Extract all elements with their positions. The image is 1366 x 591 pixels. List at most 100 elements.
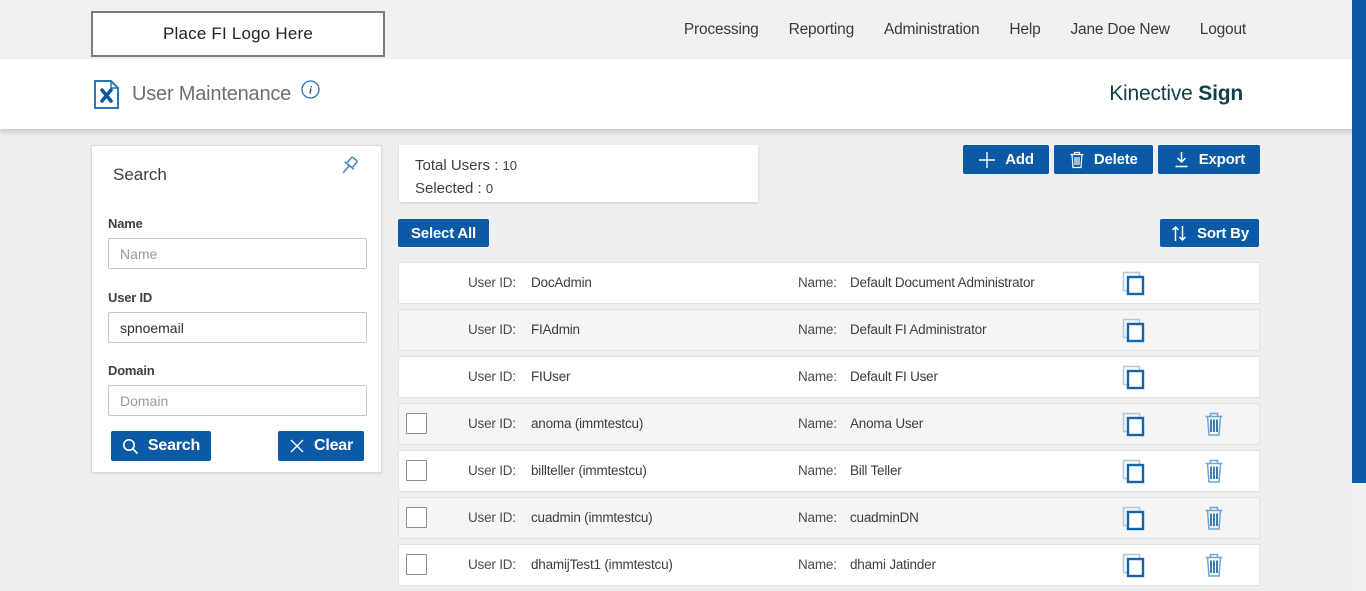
row-user-id-value: FIUser <box>531 369 571 384</box>
nav-item-user-name[interactable]: Jane Doe New <box>1070 20 1170 38</box>
copy-icon <box>1122 553 1145 578</box>
search-panel-title: Search <box>113 165 167 184</box>
user-row: User ID: dhamijTest1 (immtestcu) Name: d… <box>398 544 1260 586</box>
row-user-id-label: User ID: <box>468 510 516 525</box>
fi-logo-placeholder: Place FI Logo Here <box>91 11 385 57</box>
row-user-id-value: cuadmin (immtestcu) <box>531 510 653 525</box>
row-checkbox[interactable] <box>406 507 427 528</box>
row-checkbox[interactable] <box>406 460 427 481</box>
copy-user-button[interactable] <box>1120 364 1146 394</box>
nav-item-reporting[interactable]: Reporting <box>788 20 855 38</box>
row-trash-icon <box>1205 553 1223 577</box>
select-all-button[interactable]: Select All <box>398 219 489 247</box>
delete-user-button[interactable] <box>1203 459 1225 487</box>
brand-logo: Kinective Sign <box>1109 82 1243 106</box>
copy-icon <box>1122 459 1145 484</box>
copy-user-button[interactable] <box>1120 270 1146 300</box>
add-button-label: Add <box>1005 151 1034 168</box>
row-user-id-value: FIAdmin <box>531 322 580 337</box>
export-button-label: Export <box>1198 151 1246 168</box>
clear-button[interactable]: Clear <box>278 431 364 461</box>
search-button[interactable]: Search <box>111 431 211 461</box>
delete-button-label: Delete <box>1093 151 1138 168</box>
search-button-label: Search <box>147 437 201 454</box>
copy-user-button[interactable] <box>1120 505 1146 535</box>
user-row: User ID: billteller (immtestcu) Name: Bi… <box>398 450 1260 492</box>
row-name-label: Name: <box>798 369 837 384</box>
user-row: User ID: DocAdmin Name: Default Document… <box>398 262 1260 304</box>
svg-text:i: i <box>309 84 313 96</box>
row-name-label: Name: <box>798 557 837 572</box>
page-header: User Maintenance i Kinective Sign <box>0 59 1366 129</box>
total-users-value: 10 <box>502 158 517 173</box>
row-name-label: Name: <box>798 463 837 478</box>
row-trash-icon <box>1205 459 1223 483</box>
row-user-id-value: dhamijTest1 (immtestcu) <box>531 557 673 572</box>
fi-logo-text: Place FI Logo Here <box>162 24 314 43</box>
row-user-id-label: User ID: <box>468 416 516 431</box>
row-user-id-label: User ID: <box>468 557 516 572</box>
row-user-id-label: User ID: <box>468 463 516 478</box>
user-id-field-label: User ID <box>108 290 153 305</box>
row-trash-icon <box>1205 506 1223 530</box>
search-panel: Search Name User ID Domain Search Clear <box>91 145 382 473</box>
page-title: User Maintenance <box>132 82 292 105</box>
name-field-label: Name <box>108 216 143 231</box>
search-icon <box>122 438 139 454</box>
scrollbar-track[interactable] <box>1352 0 1366 589</box>
delete-button[interactable]: Delete <box>1053 145 1153 174</box>
delete-user-button[interactable] <box>1203 553 1225 581</box>
copy-user-button[interactable] <box>1120 552 1146 582</box>
user-row: User ID: cuadmin (immtestcu) Name: cuadm… <box>398 497 1260 539</box>
copy-user-button[interactable] <box>1120 458 1146 488</box>
clear-icon <box>290 439 304 453</box>
user-stats-box: Total Users : 10 Selected : 0 <box>399 145 758 202</box>
nav-item-logout[interactable]: Logout <box>1199 20 1246 38</box>
sort-by-label: Sort By <box>1197 224 1249 242</box>
row-user-id-label: User ID: <box>468 369 516 384</box>
copy-user-button[interactable] <box>1120 317 1146 347</box>
brand-name: Kinective <box>1109 82 1193 105</box>
export-icon <box>1175 152 1188 168</box>
row-name-value: Default Document Administrator <box>850 275 1035 290</box>
delete-user-button[interactable] <box>1203 412 1225 440</box>
row-user-id-value: DocAdmin <box>531 275 592 290</box>
selected-value: 0 <box>485 181 494 196</box>
info-icon[interactable]: i <box>301 79 320 99</box>
nav-item-help[interactable]: Help <box>1009 20 1041 38</box>
copy-icon <box>1122 412 1145 437</box>
list-action-buttons: Add Delete Export <box>963 145 1260 174</box>
domain-field-label: Domain <box>108 363 155 378</box>
row-name-value: Default FI User <box>850 369 938 384</box>
copy-icon <box>1122 365 1145 390</box>
name-input[interactable] <box>108 238 367 269</box>
sort-by-button[interactable]: Sort By <box>1160 219 1259 247</box>
delete-icon <box>1070 151 1084 168</box>
pin-icon[interactable] <box>335 154 363 187</box>
user-list: User ID: DocAdmin Name: Default Document… <box>398 262 1260 591</box>
total-users-label: Total Users : <box>415 157 499 174</box>
user-id-input[interactable] <box>108 312 367 343</box>
copy-icon <box>1122 506 1145 531</box>
nav-item-administration[interactable]: Administration <box>884 20 980 38</box>
selected-label: Selected : <box>415 180 482 197</box>
row-name-label: Name: <box>798 416 837 431</box>
row-name-value: cuadminDN <box>850 510 919 525</box>
add-button[interactable]: Add <box>963 145 1049 174</box>
select-all-label: Select All <box>411 224 476 242</box>
domain-input[interactable] <box>108 385 367 416</box>
copy-user-button[interactable] <box>1120 411 1146 441</box>
row-checkbox[interactable] <box>406 413 427 434</box>
delete-user-button[interactable] <box>1203 506 1225 534</box>
export-button[interactable]: Export <box>1157 145 1260 174</box>
user-row: User ID: FIAdmin Name: Default FI Admini… <box>398 309 1260 351</box>
top-nav: Processing Reporting Administration Help… <box>684 0 1246 59</box>
total-users-line: Total Users : 10 <box>415 154 758 177</box>
top-bar: Place FI Logo Here Processing Reporting … <box>0 0 1366 59</box>
nav-item-processing[interactable]: Processing <box>683 20 759 38</box>
selected-line: Selected : 0 <box>415 177 758 200</box>
row-name-label: Name: <box>798 510 837 525</box>
scrollbar-thumb[interactable] <box>1352 0 1366 483</box>
row-checkbox[interactable] <box>406 554 427 575</box>
copy-icon <box>1122 271 1145 296</box>
